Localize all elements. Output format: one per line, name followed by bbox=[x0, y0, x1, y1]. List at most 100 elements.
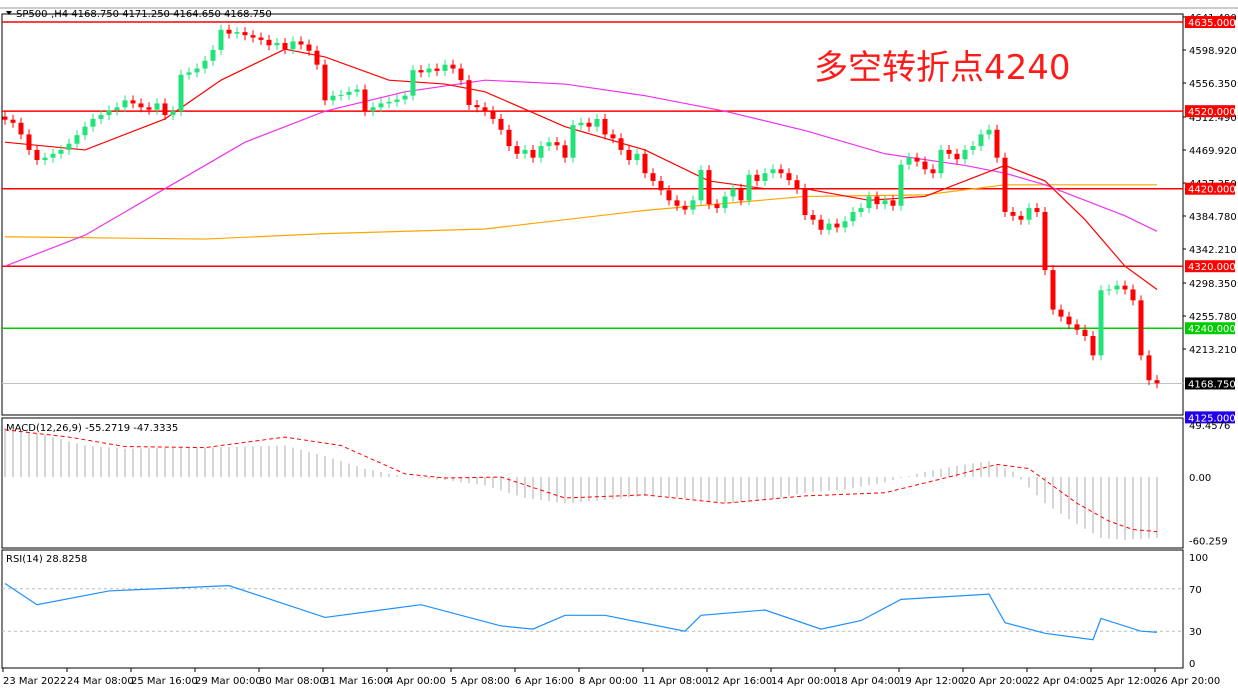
candle-bear bbox=[602, 118, 608, 135]
candle-bear bbox=[34, 149, 40, 161]
candle-bull bbox=[50, 153, 56, 158]
last-price-tag bbox=[1185, 377, 1235, 390]
candle-bear bbox=[226, 29, 232, 34]
candle-bull bbox=[154, 103, 160, 110]
price-tick-label: 4213.210 bbox=[1189, 345, 1237, 356]
candle-bear bbox=[2, 116, 8, 120]
rsi-tick-label: 30 bbox=[1189, 627, 1202, 638]
rsi-panel bbox=[1, 549, 1184, 669]
candle-bull bbox=[290, 41, 296, 50]
candle-bull bbox=[58, 149, 64, 154]
candle-bear bbox=[466, 80, 472, 105]
macd-title: MACD(12,26,9) -55.2719 -47.3335 bbox=[6, 423, 178, 434]
candle-bear bbox=[1018, 215, 1024, 220]
candle-bull bbox=[898, 164, 904, 206]
candle-bear bbox=[298, 41, 304, 45]
candle-bear bbox=[754, 174, 760, 181]
candle-bear bbox=[506, 129, 512, 147]
candle-bear bbox=[490, 111, 496, 119]
rsi-line bbox=[4, 582, 1158, 641]
candle-bear bbox=[610, 134, 616, 139]
candle-bear bbox=[682, 205, 688, 210]
time-tick-label: 30 Mar 08:00 bbox=[259, 676, 326, 687]
candle-bull bbox=[426, 68, 432, 73]
macd-panel bbox=[1, 417, 1184, 549]
level-tag bbox=[1185, 411, 1235, 424]
rsi-tick-label: 0 bbox=[1189, 659, 1195, 670]
time-tick-label: 11 Apr 08:00 bbox=[643, 676, 708, 687]
candle-bear bbox=[130, 100, 136, 104]
candle-bull bbox=[850, 211, 856, 222]
candle-bull bbox=[722, 196, 728, 209]
candle-bull bbox=[410, 70, 416, 96]
price-tick-label: 4512.490 bbox=[1189, 113, 1237, 124]
candle-bear bbox=[250, 35, 256, 38]
level-tag-label: 4320.000 bbox=[1188, 262, 1236, 273]
candle-bear bbox=[138, 103, 144, 108]
symbol-label: SP500-,H4 4168.750 4171.250 4164.650 416… bbox=[16, 9, 272, 20]
time-tick-label: 8 Apr 00:00 bbox=[579, 676, 638, 687]
candle-bear bbox=[1082, 329, 1088, 336]
candle-bear bbox=[266, 39, 272, 46]
candle-bear bbox=[714, 204, 720, 209]
candle-bear bbox=[642, 153, 648, 174]
candle-bear bbox=[650, 173, 656, 181]
level-tag-label: 4125.000 bbox=[1188, 413, 1236, 424]
level-tag-label: 4635.000 bbox=[1188, 18, 1236, 29]
candle-bear bbox=[1010, 211, 1016, 216]
candle-bull bbox=[338, 94, 344, 96]
time-tick-label: 18 Apr 04:00 bbox=[835, 676, 900, 687]
price-tick-label: 4556.350 bbox=[1189, 79, 1237, 90]
candle-bear bbox=[786, 173, 792, 181]
candle-bear bbox=[1154, 380, 1160, 384]
candle-bear bbox=[818, 219, 824, 230]
candle-bull bbox=[202, 60, 208, 69]
candle-bull bbox=[578, 122, 584, 126]
time-tick-label: 25 Apr 12:00 bbox=[1091, 676, 1156, 687]
candle-bear bbox=[1034, 208, 1040, 212]
candle-bear bbox=[930, 169, 936, 174]
candle-bull bbox=[194, 68, 200, 73]
candle-bull bbox=[378, 103, 384, 108]
candle-bull bbox=[386, 101, 392, 104]
candle-bull bbox=[90, 118, 96, 127]
time-tick-label: 25 Mar 16:00 bbox=[131, 676, 198, 687]
candle-bull bbox=[354, 89, 360, 92]
candle-bear bbox=[802, 188, 808, 216]
level-tag-label: 4520.000 bbox=[1188, 107, 1236, 118]
time-tick-label: 31 Mar 16:00 bbox=[323, 676, 390, 687]
candle-bear bbox=[794, 180, 800, 189]
candle-bull bbox=[906, 157, 912, 165]
candle-bull bbox=[866, 196, 872, 209]
candle-bull bbox=[970, 146, 976, 150]
macd-signal-line bbox=[4, 429, 1158, 533]
level-tag bbox=[1185, 260, 1235, 273]
price-panel bbox=[1, 13, 1184, 416]
candle-bull bbox=[882, 200, 888, 205]
candle-bull bbox=[442, 64, 448, 71]
annotation-text: 多空转折点4240 bbox=[814, 48, 1071, 88]
candle-bull bbox=[770, 169, 776, 174]
candle-bear bbox=[666, 190, 672, 201]
candle-bear bbox=[282, 42, 288, 50]
time-tick-label: 26 Apr 20:00 bbox=[1155, 676, 1220, 687]
price-tick-label: 4298.350 bbox=[1189, 279, 1237, 290]
candle-bull bbox=[66, 143, 72, 150]
candle-bull bbox=[858, 208, 864, 212]
candle-bear bbox=[18, 122, 24, 135]
candle-bear bbox=[954, 153, 960, 160]
time-tick-label: 22 Apr 04:00 bbox=[1027, 676, 1092, 687]
candle-bull bbox=[842, 221, 848, 228]
time-tick-label: 20 Apr 20:00 bbox=[963, 676, 1028, 687]
level-tag-label: 4420.000 bbox=[1188, 185, 1236, 196]
time-tick-label: 19 Apr 12:00 bbox=[899, 676, 964, 687]
price-tick-label: 4598.920 bbox=[1189, 46, 1237, 57]
candle-bull bbox=[690, 200, 696, 210]
rsi-title: RSI(14) 28.8258 bbox=[6, 554, 87, 565]
candle-bear bbox=[618, 138, 624, 150]
candle-bull bbox=[114, 107, 120, 111]
candle-bear bbox=[450, 64, 456, 69]
candle-bear bbox=[482, 107, 488, 112]
candle-bear bbox=[1138, 300, 1144, 356]
